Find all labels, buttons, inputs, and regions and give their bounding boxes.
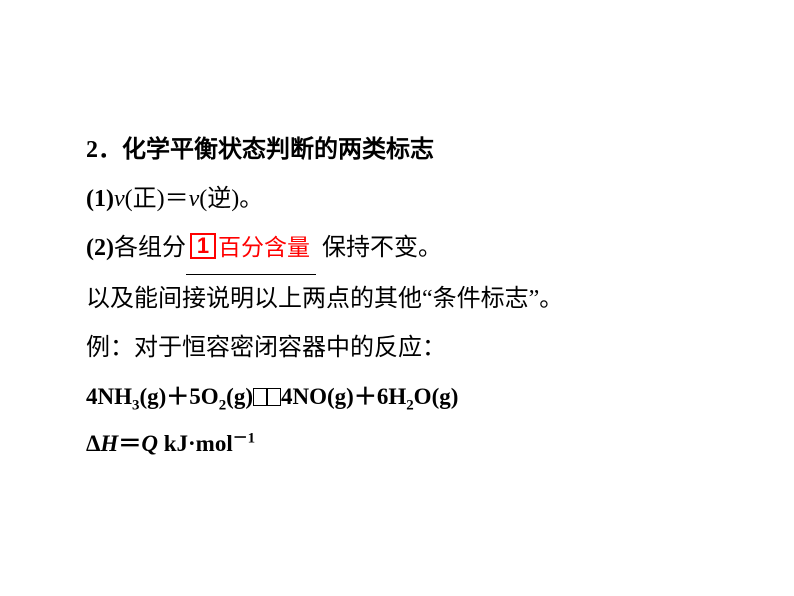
species4a: H bbox=[388, 384, 406, 409]
boxed-number-icon: 1 bbox=[190, 233, 216, 259]
unit-exp: －1 bbox=[233, 430, 255, 446]
missing-glyph-icon bbox=[253, 388, 267, 406]
period1: 。 bbox=[239, 186, 263, 212]
plus2: ＋ bbox=[354, 384, 377, 409]
coef2: 5 bbox=[189, 384, 201, 409]
species2: O bbox=[201, 384, 219, 409]
equation-line: 4NH3(g)＋5O2(g)4NO(g)＋6H2O(g) bbox=[86, 373, 726, 420]
v-forward-symbol: v bbox=[114, 186, 125, 212]
g4: (g) bbox=[432, 384, 459, 409]
heading-title: 化学平衡状态判断的两类标志 bbox=[122, 137, 434, 163]
heading-dot: ． bbox=[98, 137, 122, 163]
line4: 例：对于恒容密闭容器中的反应： bbox=[86, 324, 726, 373]
point2-pre: 各组分 bbox=[114, 235, 186, 261]
unit-dot: · bbox=[188, 431, 196, 456]
rp1: ) bbox=[157, 186, 165, 212]
slide-text-block: 2．化学平衡状态判断的两类标志 (1)v(正)＝v(逆)。 (2)各组分1百分含… bbox=[86, 126, 726, 467]
v-reverse-symbol: v bbox=[189, 186, 200, 212]
eq-sign: ＝ bbox=[118, 431, 141, 456]
species4b: O bbox=[414, 384, 432, 409]
missing-glyph-icon bbox=[267, 388, 281, 406]
forward-text: 正 bbox=[133, 186, 157, 212]
q-symbol: Q bbox=[141, 431, 158, 456]
lp1: ( bbox=[125, 186, 133, 212]
heading-line: 2．化学平衡状态判断的两类标志 bbox=[86, 126, 726, 175]
point2-post: 保持不变。 bbox=[316, 235, 442, 261]
delta-symbol: Δ bbox=[86, 431, 100, 456]
coef3: 4 bbox=[281, 384, 293, 409]
plus1: ＋ bbox=[166, 384, 189, 409]
equals-sign: ＝ bbox=[165, 186, 189, 212]
species1: NH bbox=[98, 384, 133, 409]
point2-label: (2) bbox=[86, 235, 114, 261]
g1: (g) bbox=[139, 384, 166, 409]
h-symbol: H bbox=[100, 431, 118, 456]
enthalpy-line: ΔH＝Q kJ·mol－1 bbox=[86, 420, 726, 467]
sub4: 2 bbox=[406, 398, 413, 414]
point1-line: (1)v(正)＝v(逆)。 bbox=[86, 175, 726, 224]
point1-label: (1) bbox=[86, 186, 114, 212]
line3: 以及能间接说明以上两点的其他“条件标志”。 bbox=[86, 275, 726, 324]
reverse-text: 逆 bbox=[207, 186, 231, 212]
unit-mol: mol bbox=[196, 431, 233, 456]
g3: (g) bbox=[327, 384, 354, 409]
heading-number: 2 bbox=[86, 137, 98, 163]
fill-blank: 1百分含量 bbox=[186, 224, 316, 274]
species3: NO bbox=[292, 384, 327, 409]
unit-kj: kJ bbox=[158, 431, 188, 456]
fill-text: 百分含量 bbox=[218, 235, 310, 260]
coef4: 6 bbox=[377, 384, 389, 409]
g2: (g) bbox=[226, 384, 253, 409]
point2-line: (2)各组分1百分含量 保持不变。 bbox=[86, 224, 726, 274]
coef1: 4 bbox=[86, 384, 98, 409]
